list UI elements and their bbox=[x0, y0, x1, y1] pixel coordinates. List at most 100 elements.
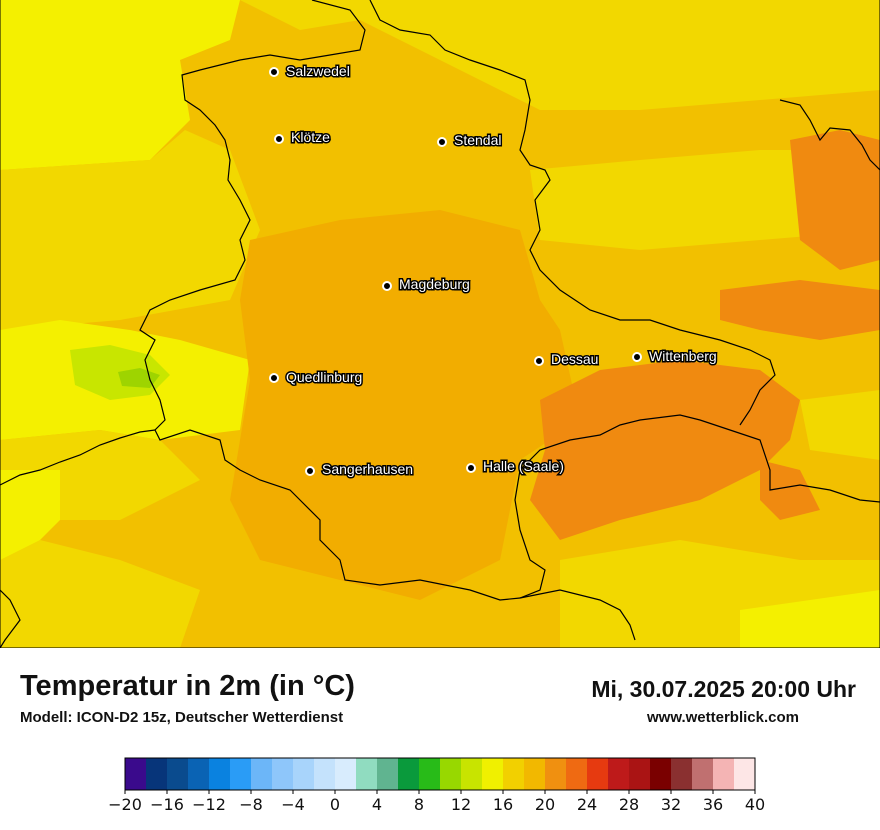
city-salzwedel[interactable]: Salzwedel bbox=[269, 62, 351, 81]
legend-swatch bbox=[482, 758, 504, 790]
city-marker bbox=[269, 373, 279, 383]
model-info: Modell: ICON-D2 15z, Deutscher Wetterdie… bbox=[20, 709, 344, 726]
legend-swatch bbox=[461, 758, 483, 790]
temperature-zone bbox=[0, 540, 200, 648]
city-label: Halle (Saale) bbox=[483, 458, 564, 474]
legend-tick-label: 24 bbox=[577, 795, 597, 814]
temperature-zone bbox=[230, 210, 580, 600]
city-marker bbox=[437, 137, 447, 147]
legend-tick-label: 12 bbox=[451, 795, 471, 814]
legend-swatch bbox=[188, 758, 210, 790]
legend-swatch bbox=[125, 758, 147, 790]
temperature-zone bbox=[0, 470, 60, 560]
legend-swatch bbox=[608, 758, 630, 790]
city-marker bbox=[382, 281, 392, 291]
city-wittenberg[interactable]: Wittenberg bbox=[632, 347, 718, 366]
legend-swatch bbox=[524, 758, 546, 790]
map-footer: Temperatur in 2m (in °C) Modell: ICON-D2… bbox=[0, 648, 880, 830]
legend-swatch bbox=[734, 758, 756, 790]
temperature-zone bbox=[760, 460, 820, 520]
legend-tick-label: 36 bbox=[703, 795, 723, 814]
legend-swatch bbox=[692, 758, 714, 790]
forecast-datetime: Mi, 30.07.2025 20:00 Uhr bbox=[591, 676, 856, 702]
legend-tick-label: −16 bbox=[150, 795, 184, 814]
city-sangerhausen[interactable]: Sangerhausen bbox=[305, 460, 415, 479]
color-legend: −20 −16 −12 −8 −4 0 4 8 12 16 20 24 28 32 36 40 bbox=[108, 757, 765, 814]
legend-tick-label: −4 bbox=[281, 795, 305, 814]
legend-swatch bbox=[167, 758, 189, 790]
legend-swatch bbox=[314, 758, 336, 790]
temperature-zone bbox=[800, 390, 880, 460]
legend-swatch bbox=[650, 758, 672, 790]
city-label: Wittenberg bbox=[649, 348, 717, 364]
temperature-zone bbox=[118, 368, 160, 388]
temperature-zone bbox=[720, 280, 880, 340]
legend-tick-label: 20 bbox=[535, 795, 555, 814]
city-label: Stendal bbox=[454, 132, 501, 148]
city-marker bbox=[534, 356, 544, 366]
city-marker bbox=[269, 67, 279, 77]
city-halle[interactable]: Halle (Saale) bbox=[466, 457, 565, 476]
temperature-field bbox=[0, 0, 880, 648]
legend-tick-label: 28 bbox=[619, 795, 639, 814]
city-marker bbox=[466, 463, 476, 473]
city-marker bbox=[305, 466, 315, 476]
legend-swatches bbox=[125, 758, 756, 790]
legend-swatch bbox=[566, 758, 588, 790]
legend-swatch bbox=[671, 758, 693, 790]
city-quedlinburg[interactable]: Quedlinburg bbox=[269, 368, 364, 387]
legend-swatch bbox=[629, 758, 651, 790]
legend-swatch bbox=[419, 758, 441, 790]
legend-swatch bbox=[398, 758, 420, 790]
city-magdeburg[interactable]: Magdeburg bbox=[382, 275, 471, 294]
legend-tick-label: 40 bbox=[745, 795, 765, 814]
legend-swatch bbox=[293, 758, 315, 790]
legend-swatch bbox=[503, 758, 525, 790]
legend-tick-label: 16 bbox=[493, 795, 513, 814]
legend-frame bbox=[124, 757, 756, 791]
city-dessau[interactable]: Dessau bbox=[534, 350, 600, 369]
legend-swatch bbox=[230, 758, 252, 790]
city-kloetze[interactable]: Klötze bbox=[274, 128, 332, 147]
city-label: Quedlinburg bbox=[286, 369, 362, 385]
legend-swatch bbox=[587, 758, 609, 790]
legend-ticks: −20 −16 −12 −8 −4 0 4 8 12 16 20 24 28 32 36 40 bbox=[108, 790, 765, 814]
city-label: Magdeburg bbox=[399, 276, 470, 292]
city-label: Salzwedel bbox=[286, 63, 350, 79]
temperature-zone bbox=[0, 130, 260, 330]
temperature-zone bbox=[530, 360, 800, 540]
map-title: Temperatur in 2m (in °C) bbox=[20, 670, 355, 702]
legend-tick-label: 32 bbox=[661, 795, 681, 814]
city-marker bbox=[632, 352, 642, 362]
temperature-zone bbox=[790, 130, 880, 270]
legend-swatch bbox=[251, 758, 273, 790]
website-link[interactable]: www.wetterblick.com bbox=[647, 709, 799, 726]
city-label: Dessau bbox=[551, 351, 598, 367]
legend-tick-label: 0 bbox=[330, 795, 340, 814]
legend-tick-label: −8 bbox=[239, 795, 263, 814]
legend-swatch bbox=[356, 758, 378, 790]
legend-swatch bbox=[713, 758, 735, 790]
legend-tick-label: 8 bbox=[414, 795, 424, 814]
legend-swatch bbox=[545, 758, 567, 790]
legend-swatch bbox=[272, 758, 294, 790]
city-label: Sangerhausen bbox=[322, 461, 413, 477]
legend-tick-label: −20 bbox=[108, 795, 142, 814]
temperature-map: Salzwedel Klötze Stendal Magdeburg Dessa… bbox=[0, 0, 880, 648]
legend-swatch bbox=[335, 758, 357, 790]
legend-tick-label: −12 bbox=[192, 795, 226, 814]
legend-swatch bbox=[440, 758, 462, 790]
city-markers: Salzwedel Klötze Stendal Magdeburg Dessa… bbox=[269, 62, 718, 479]
temperature-zone bbox=[0, 0, 240, 170]
city-label: Klötze bbox=[291, 129, 330, 145]
legend-swatch bbox=[209, 758, 231, 790]
temperature-zone bbox=[240, 0, 880, 110]
temperature-zone bbox=[530, 150, 880, 250]
state-borders bbox=[0, 0, 880, 648]
legend-swatch bbox=[146, 758, 168, 790]
temperature-zone bbox=[740, 590, 880, 648]
city-marker bbox=[274, 134, 284, 144]
city-stendal[interactable]: Stendal bbox=[437, 131, 503, 150]
legend-swatch bbox=[377, 758, 399, 790]
legend-tick-label: 4 bbox=[372, 795, 382, 814]
